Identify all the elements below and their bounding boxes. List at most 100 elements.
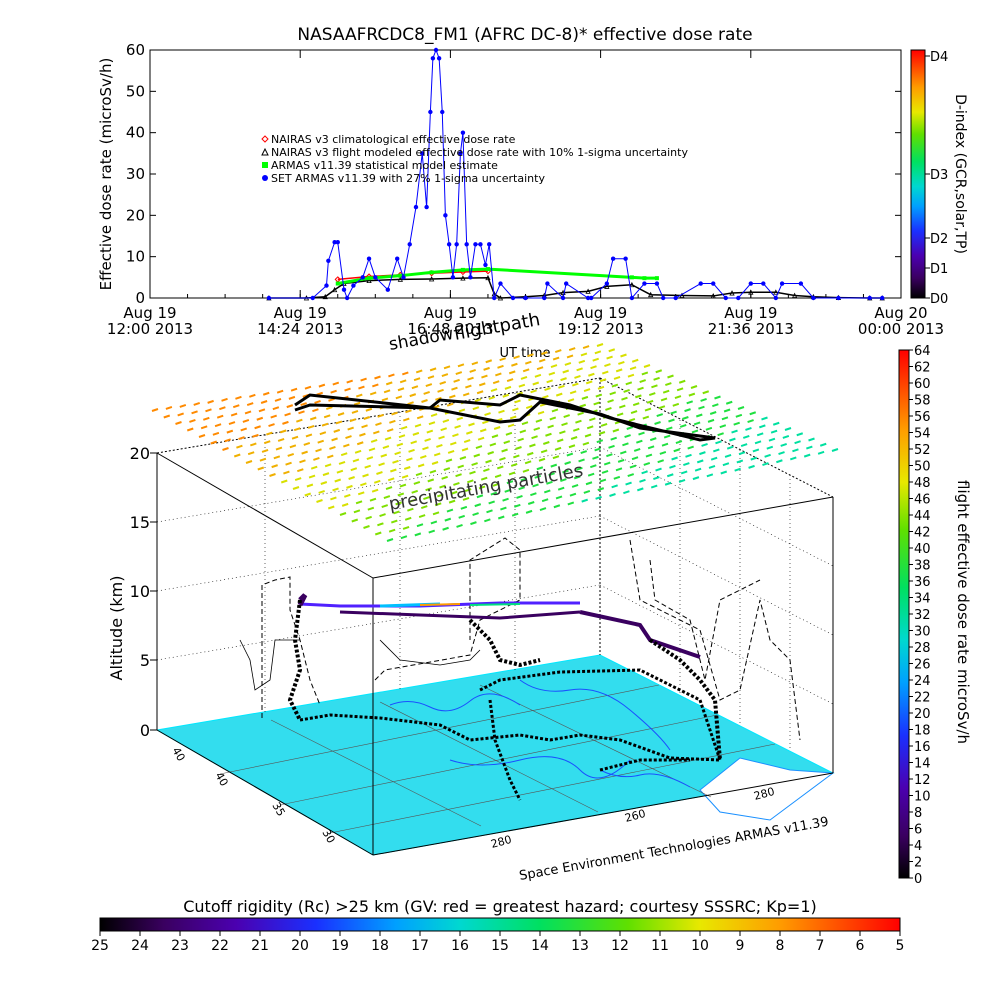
ground-tick-right: 280 — [752, 785, 776, 803]
series-point-set-armas — [324, 283, 329, 288]
series-point-set-armas — [413, 204, 419, 210]
particle-mark — [729, 437, 736, 442]
particle-mark — [481, 374, 488, 379]
particle-mark — [531, 435, 538, 440]
altitude-ticks: 0 5 10 15 20 — [130, 444, 157, 740]
particle-mark — [541, 498, 549, 503]
particle-mark — [699, 451, 706, 456]
particle-mark — [474, 398, 482, 403]
particle-mark — [738, 451, 746, 456]
particle-mark — [343, 493, 351, 498]
particle-mark — [515, 446, 522, 450]
particle-mark — [568, 347, 576, 352]
particle-mark — [722, 462, 730, 467]
rc-tick-label: 10 — [691, 938, 709, 954]
particle-mark — [375, 422, 382, 427]
series-point-armas-model — [654, 276, 659, 281]
particle-mark — [592, 357, 600, 362]
particle-mark — [490, 388, 498, 393]
particle-mark — [207, 399, 214, 404]
particle-mark — [318, 383, 326, 388]
particle-mark — [609, 493, 616, 497]
particle-mark — [529, 443, 536, 448]
particle-mark — [772, 421, 780, 426]
particle-mark — [476, 390, 484, 395]
particle-mark — [487, 451, 495, 455]
particle-mark — [221, 397, 228, 402]
particle-mark — [573, 475, 581, 480]
particle-mark — [455, 371, 463, 375]
particle-mark — [678, 379, 686, 384]
particle-mark — [712, 448, 720, 453]
particle-mark — [461, 447, 469, 452]
particle-mark — [417, 463, 425, 468]
altitude-gridlines — [156, 393, 834, 750]
particle-mark — [625, 381, 633, 386]
particle-mark — [584, 433, 592, 438]
particle-mark — [540, 449, 548, 454]
particle-mark — [735, 413, 743, 418]
particle-mark — [506, 480, 514, 485]
particle-mark — [691, 429, 699, 434]
particle-mark — [456, 416, 464, 421]
y-tick-label: 10 — [126, 248, 145, 266]
particle-mark — [391, 411, 398, 416]
flight-dose-tick-label: 60 — [914, 377, 931, 392]
x-tick-label-date: Aug 19 — [574, 304, 627, 322]
particle-mark — [477, 436, 485, 441]
particle-mark — [453, 378, 460, 383]
series-point-set-armas — [443, 213, 448, 218]
series-point-set-armas — [454, 242, 459, 247]
credit-text: Space Environment Technologies ARMAS v11… — [518, 815, 830, 884]
particle-mark — [303, 442, 311, 446]
particle-mark — [230, 412, 238, 417]
y-axis-label: Effective dose rate (microSv/h) — [97, 58, 115, 291]
particle-mark — [236, 444, 243, 449]
particle-mark — [165, 406, 173, 410]
series-point-set-armas — [711, 281, 716, 286]
altitude-tick-label: 5 — [140, 651, 150, 670]
cutoff-rigidity-ticks: 25 24 23 22 21 20 19 18 17 16 15 14 13 12 11 10 9 8 7 6 5 — [91, 931, 904, 954]
particle-mark — [252, 433, 259, 438]
particle-mark — [379, 513, 386, 518]
particle-mark — [512, 407, 519, 412]
particle-mark — [307, 424, 315, 429]
particle-mark — [334, 478, 342, 483]
series-point-set-armas — [604, 281, 610, 286]
particle-mark — [290, 387, 298, 392]
x-tick-label-date: Aug 19 — [274, 304, 327, 322]
cutoff-rigidity-colorbar — [99, 917, 901, 932]
particle-mark — [446, 402, 454, 407]
particle-mark — [571, 382, 579, 387]
particle-mark — [483, 366, 490, 371]
particle-mark — [336, 469, 344, 474]
rc-tick-label: 17 — [411, 938, 429, 954]
particle-mark — [548, 371, 556, 376]
particle-mark — [636, 487, 644, 492]
series-point-armas-model — [629, 275, 634, 280]
particle-mark — [269, 473, 276, 477]
particle-mark — [439, 380, 447, 385]
particle-mark — [606, 355, 613, 360]
particle-mark — [719, 424, 727, 429]
particle-mark — [504, 488, 512, 493]
series-point-set-armas — [310, 295, 315, 301]
particle-mark — [637, 386, 644, 391]
series-point-set-armas — [344, 295, 350, 301]
y-tick-label: 50 — [126, 82, 145, 100]
particle-mark — [381, 397, 389, 402]
particle-mark — [395, 395, 403, 400]
x-tick-label-time: 12:00 2013 — [107, 320, 193, 338]
series-point-set-armas — [428, 109, 433, 115]
x-tick-label-date: Aug 20 — [874, 304, 927, 322]
particle-mark — [534, 373, 542, 378]
flight-dose-tick-label: 64 — [914, 344, 931, 359]
particle-mark — [544, 387, 551, 392]
particle-mark — [205, 408, 212, 413]
particle-mark — [530, 389, 537, 394]
particle-mark — [499, 357, 506, 362]
particle-mark — [750, 456, 758, 461]
particle-mark — [687, 445, 694, 450]
particle-mark — [425, 487, 432, 492]
particle-mark — [552, 455, 560, 460]
